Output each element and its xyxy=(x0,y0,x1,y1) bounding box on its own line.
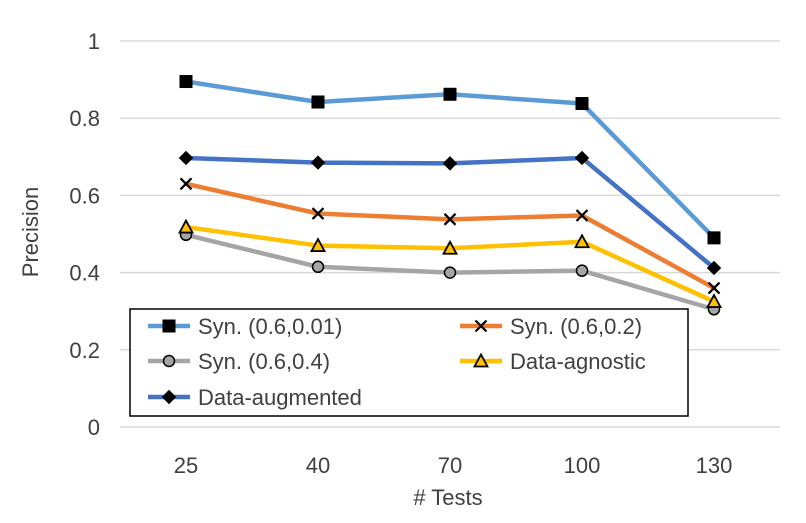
data-point xyxy=(178,150,194,166)
legend-marker xyxy=(162,319,176,333)
legend-label: Syn. (0.6,0.4) xyxy=(198,349,330,374)
data-point xyxy=(311,207,325,220)
legend-label: Data-agnostic xyxy=(510,349,646,374)
legend-marker xyxy=(161,389,177,405)
legend-entry: Syn. (0.6,0.2) xyxy=(460,314,642,339)
x-axis-title: # Tests xyxy=(413,485,482,510)
series-line xyxy=(183,224,717,304)
data-point xyxy=(442,156,458,171)
series-2 xyxy=(179,177,721,295)
data-point xyxy=(707,231,721,245)
data-point xyxy=(441,239,459,255)
data-point xyxy=(443,87,457,101)
legend-label: Data-augmented xyxy=(198,385,362,410)
y-axis-ticks: 0 0.2 0.4 0.6 0.8 1 xyxy=(69,29,100,440)
y-axis-title: Precision xyxy=(18,187,43,277)
data-point xyxy=(574,150,590,166)
legend-entry: Syn. (0.6,0.01) xyxy=(148,314,342,339)
x-tick-label: 70 xyxy=(438,453,462,478)
data-point xyxy=(575,97,589,111)
data-point xyxy=(177,218,195,234)
x-tick-label: 130 xyxy=(696,453,733,478)
y-tick-label: 0.6 xyxy=(69,183,100,208)
legend-marker xyxy=(162,354,176,368)
legend-marker xyxy=(472,352,490,368)
data-point xyxy=(310,155,326,170)
data-point xyxy=(575,209,589,222)
data-point xyxy=(309,237,327,252)
x-tick-label: 40 xyxy=(306,453,330,478)
y-tick-label: 0 xyxy=(88,415,100,440)
data-point xyxy=(706,260,722,276)
data-point xyxy=(707,281,721,295)
y-tick-label: 0.8 xyxy=(69,106,100,131)
legend-label: Syn. (0.6,0.2) xyxy=(510,314,642,339)
legend-box xyxy=(129,308,689,417)
data-point xyxy=(705,293,723,308)
x-tick-label: 25 xyxy=(174,453,198,478)
data-point xyxy=(179,177,193,191)
legend-entry: Data-agnostic xyxy=(460,349,646,374)
data-point xyxy=(443,213,457,226)
legend-label: Syn. (0.6,0.01) xyxy=(198,314,342,339)
y-tick-label: 0.4 xyxy=(69,261,100,286)
legend-entry: Data-augmented xyxy=(148,385,362,410)
series-4 xyxy=(177,218,723,308)
x-tick-label: 100 xyxy=(564,453,601,478)
legend-entry: Syn. (0.6,0.4) xyxy=(148,349,330,374)
series-1 xyxy=(179,75,721,245)
data-point xyxy=(311,95,325,109)
series-5 xyxy=(178,150,722,276)
data-point xyxy=(179,75,193,89)
data-point xyxy=(573,233,591,249)
legend: Syn. (0.6,0.01) Syn. (0.6,0.2) Syn. (0.6,0… xyxy=(129,308,689,417)
series-lines xyxy=(177,75,723,316)
y-tick-label: 1 xyxy=(88,29,100,54)
data-point xyxy=(311,260,325,274)
legend-marker xyxy=(474,319,488,333)
y-tick-label: 0.2 xyxy=(69,338,100,363)
data-point xyxy=(443,266,457,279)
x-axis-ticks: 25 40 70 100 130 xyxy=(174,453,733,478)
data-point xyxy=(575,264,589,277)
